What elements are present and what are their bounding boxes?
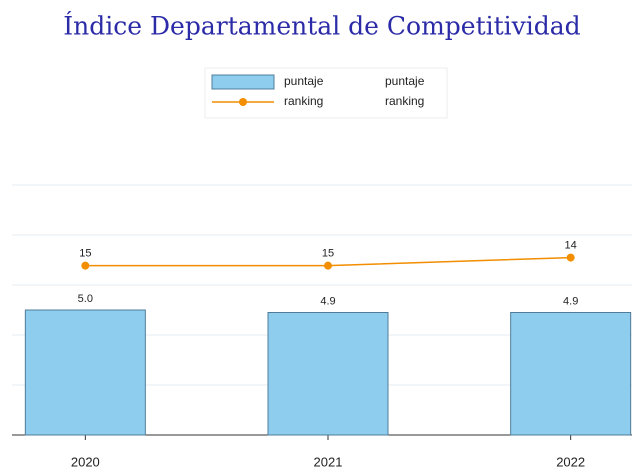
bar-value-label: 4.9 — [563, 295, 578, 307]
point-value-label: 14 — [565, 239, 577, 251]
legend-label: puntaje — [385, 74, 425, 88]
line-point — [566, 253, 575, 262]
point-value-label: 15 — [79, 248, 91, 260]
legend-swatch — [211, 74, 275, 90]
line-point — [324, 261, 332, 270]
legend-swatch — [239, 98, 247, 106]
x-tick-label: 2021 — [314, 454, 343, 469]
point-value-label: 15 — [322, 248, 334, 260]
bar — [267, 312, 389, 436]
legend-label: puntaje — [284, 74, 324, 88]
x-tick-label: 2022 — [556, 454, 585, 469]
bar — [24, 309, 146, 436]
x-tick-label: 2020 — [71, 454, 100, 469]
legend-label: ranking — [284, 94, 323, 108]
chart-title: Índice Departamental de Competitividad — [63, 12, 580, 41]
line-point — [81, 261, 90, 270]
legend-label: ranking — [385, 94, 424, 108]
bar-value-label: 5.0 — [78, 293, 93, 305]
bar-value-label: 4.9 — [320, 295, 335, 307]
bar — [510, 312, 632, 436]
